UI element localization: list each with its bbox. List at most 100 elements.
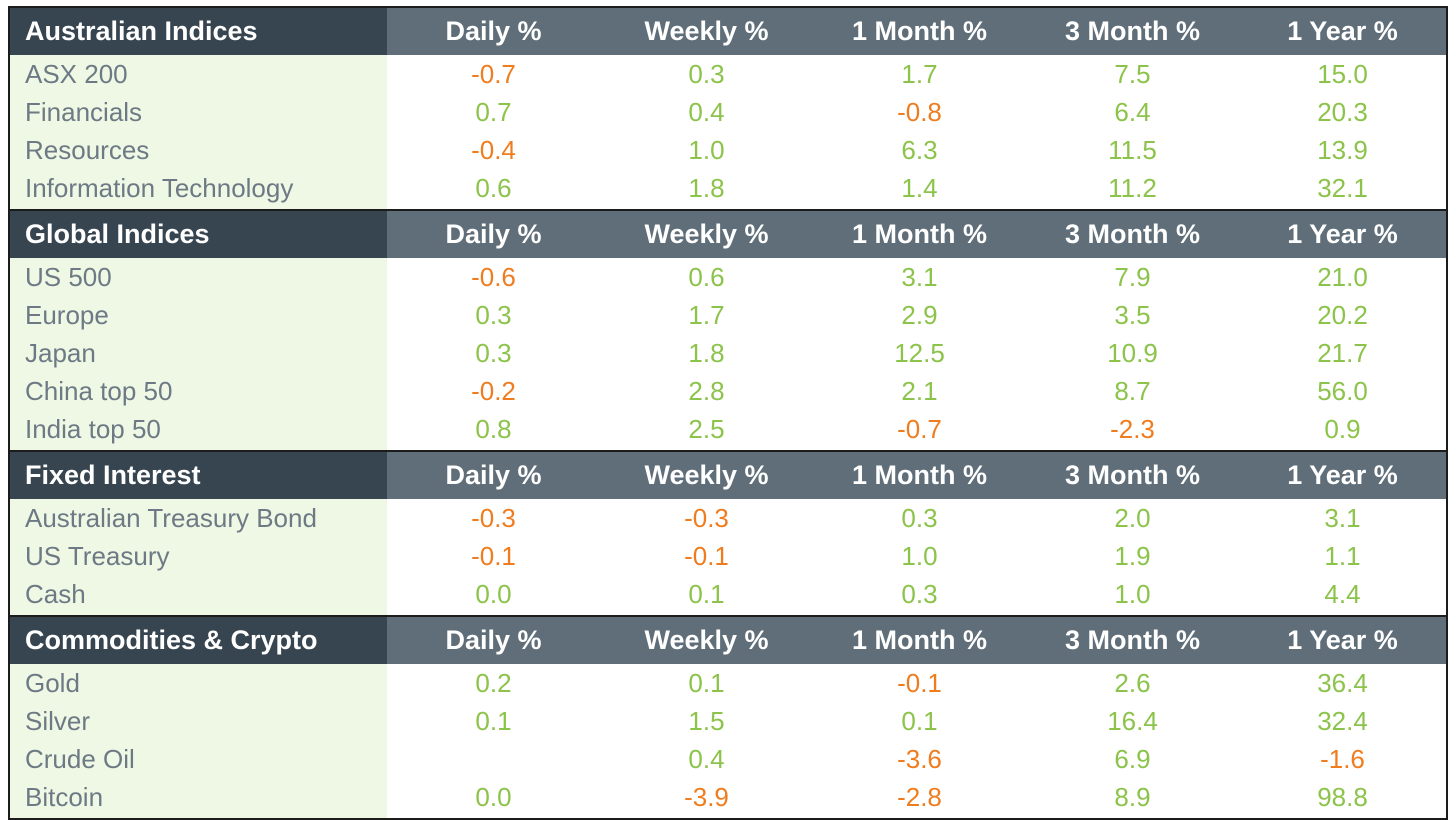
column-header: Daily % xyxy=(445,460,542,490)
value-cell: 2.9 xyxy=(901,300,938,330)
table-row: 0.8 2.5 -0.7 -2.3 0.9 xyxy=(387,412,1446,450)
section-body: US 500 Europe Japan China top 50 India top 5… xyxy=(10,258,1446,452)
value-cell: -0.7 xyxy=(471,59,516,89)
value-cell: 1.7 xyxy=(688,300,725,330)
value-cell: 56.0 xyxy=(1317,376,1368,406)
row-name: Financials xyxy=(25,97,143,127)
table-row: -0.4 1.0 6.3 11.5 13.9 xyxy=(387,133,1446,171)
value-cell: 3.1 xyxy=(901,262,938,292)
value-cell: 0.1 xyxy=(901,706,938,736)
value-cell: 1.7 xyxy=(901,59,938,89)
column-header: 1 Month % xyxy=(852,16,987,46)
column-header: Weekly % xyxy=(644,625,769,655)
value-cell: -0.1 xyxy=(684,541,729,571)
value-cell: -0.4 xyxy=(471,135,516,165)
value-cell: 1.4 xyxy=(901,173,938,203)
value-cell: 0.4 xyxy=(688,744,725,774)
value-cell: 2.1 xyxy=(901,376,938,406)
value-cell: 0.4 xyxy=(688,97,725,127)
table-row: -0.1 -0.1 1.0 1.9 1.1 xyxy=(387,539,1446,577)
section-header: Australian Indices Daily % Weekly % 1 Month… xyxy=(10,8,1446,55)
value-cell: -0.8 xyxy=(897,97,942,127)
section-body: ASX 200 Financials Resources Information Te… xyxy=(10,55,1446,211)
row-names: US 500 Europe Japan China top 50 India top 5… xyxy=(10,258,387,450)
value-cell: 12.5 xyxy=(894,338,945,368)
value-cell: 2.0 xyxy=(1114,503,1151,533)
row-name: Japan xyxy=(25,338,96,368)
row-values: 0.2 0.1 -0.1 2.6 36.4 0.1 1.5 0.1 16.4 32.4 0.4 -3.… xyxy=(387,664,1446,818)
value-cell: 0.3 xyxy=(901,579,938,609)
column-header: Daily % xyxy=(445,625,542,655)
row-name: Bitcoin xyxy=(25,782,104,812)
table-row: 0.6 1.8 1.4 11.2 32.1 xyxy=(387,171,1446,209)
column-header: 1 Month % xyxy=(852,219,987,249)
value-cell: 0.6 xyxy=(688,262,725,292)
row-name: Information Technology xyxy=(25,173,294,203)
column-header: 1 Year % xyxy=(1287,16,1398,46)
value-cell: 32.1 xyxy=(1317,173,1368,203)
performance-table: Australian Indices Daily % Weekly % 1 Month… xyxy=(8,6,1448,820)
row-name: Resources xyxy=(25,135,150,165)
table-row: 0.2 0.1 -0.1 2.6 36.4 xyxy=(387,666,1446,704)
value-cell: 8.7 xyxy=(1114,376,1151,406)
value-cell: -0.6 xyxy=(471,262,516,292)
table-row: -0.3 -0.3 0.3 2.0 3.1 xyxy=(387,501,1446,539)
value-cell: 1.1 xyxy=(1324,541,1361,571)
row-values: -0.7 0.3 1.7 7.5 15.0 0.7 0.4 -0.8 6.4 20.3 -0.4 1.… xyxy=(387,55,1446,209)
value-cell: 21.0 xyxy=(1317,262,1368,292)
value-cell: 1.0 xyxy=(1114,579,1151,609)
table-row: 0.0 -3.9 -2.8 8.9 98.8 xyxy=(387,780,1446,818)
column-header: Weekly % xyxy=(644,219,769,249)
table-row: 0.1 1.5 0.1 16.4 32.4 xyxy=(387,704,1446,742)
value-cell: 15.0 xyxy=(1317,59,1368,89)
table-row: -0.6 0.6 3.1 7.9 21.0 xyxy=(387,260,1446,298)
value-cell: 0.1 xyxy=(688,668,725,698)
column-header: 1 Month % xyxy=(852,460,987,490)
value-cell: 13.9 xyxy=(1317,135,1368,165)
value-cell: 16.4 xyxy=(1107,706,1158,736)
column-header: 3 Month % xyxy=(1065,625,1200,655)
value-cell: -3.6 xyxy=(897,744,942,774)
section-body: Australian Treasury Bond US Treasury Cash -… xyxy=(10,499,1446,617)
row-name: Crude Oil xyxy=(25,744,135,774)
table-row: 0.4 -3.6 6.9 -1.6 xyxy=(387,742,1446,780)
value-cell: 0.3 xyxy=(475,338,512,368)
value-cell: 20.3 xyxy=(1317,97,1368,127)
value-cell: 98.8 xyxy=(1317,782,1368,812)
row-name: Silver xyxy=(25,706,91,736)
row-name: Europe xyxy=(25,300,109,330)
value-cell: 6.9 xyxy=(1114,744,1151,774)
value-cell: 0.9 xyxy=(1324,414,1361,444)
section-header: Global Indices Daily % Weekly % 1 Month % 3 … xyxy=(10,211,1446,258)
value-cell: 1.8 xyxy=(688,173,725,203)
column-header: Daily % xyxy=(445,16,542,46)
value-cell: 1.0 xyxy=(901,541,938,571)
value-cell: 2.5 xyxy=(688,414,725,444)
value-cell: -3.9 xyxy=(684,782,729,812)
column-header: Daily % xyxy=(445,219,542,249)
value-cell: 0.1 xyxy=(688,579,725,609)
table-row: 0.7 0.4 -0.8 6.4 20.3 xyxy=(387,95,1446,133)
row-name: US 500 xyxy=(25,262,112,292)
value-cell: 0.0 xyxy=(475,579,512,609)
column-header: 1 Year % xyxy=(1287,219,1398,249)
value-cell: 0.3 xyxy=(901,503,938,533)
value-cell: 36.4 xyxy=(1317,668,1368,698)
value-cell: -1.6 xyxy=(1320,744,1365,774)
row-names: Gold Silver Crude Oil Bitcoin xyxy=(10,664,387,818)
column-header: 3 Month % xyxy=(1065,16,1200,46)
value-cell: 1.0 xyxy=(688,135,725,165)
value-cell: 0.2 xyxy=(475,668,512,698)
value-cell: -0.7 xyxy=(897,414,942,444)
row-values: -0.3 -0.3 0.3 2.0 3.1 -0.1 -0.1 1.0 1.9 1.1 0.0 0.1… xyxy=(387,499,1446,615)
row-name: Cash xyxy=(25,579,86,609)
section-title: Fixed Interest xyxy=(10,452,387,499)
section-title: Australian Indices xyxy=(10,8,387,55)
value-cell: 0.0 xyxy=(475,782,512,812)
column-header: Weekly % xyxy=(644,460,769,490)
value-cell: 3.1 xyxy=(1324,503,1361,533)
column-header: 3 Month % xyxy=(1065,460,1200,490)
value-cell: 1.5 xyxy=(688,706,725,736)
value-cell: -2.8 xyxy=(897,782,942,812)
value-cell: 8.9 xyxy=(1114,782,1151,812)
